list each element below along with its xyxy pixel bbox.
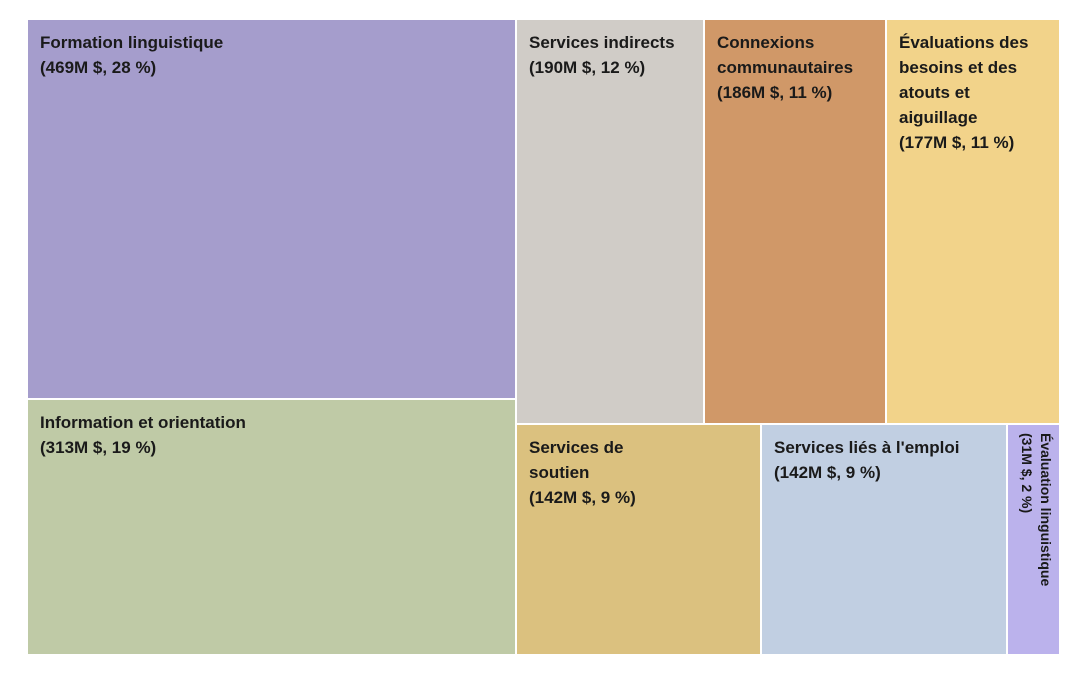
treemap-tile-label: Évaluation linguistique (31M $, 2 %) [1017, 433, 1055, 586]
treemap-tile-label: Services indirects (190M $, 12 %) [529, 30, 695, 80]
treemap-tile-label: Formation linguistique (469M $, 28 %) [40, 30, 507, 80]
treemap-tile: Formation linguistique (469M $, 28 %) [27, 19, 516, 399]
treemap-tile: Évaluation linguistique (31M $, 2 %) [1007, 424, 1060, 655]
treemap-tile: Services indirects (190M $, 12 %) [516, 19, 704, 424]
tile-label-line: (31M $, 2 %) [1019, 433, 1035, 514]
treemap-tile: Information et orientation (313M $, 19 %) [27, 399, 516, 655]
tile-label-line: Information et orientation [40, 413, 246, 432]
tile-label-line: (186M $, 11 %) [717, 83, 833, 102]
treemap-tile-label: Information et orientation (313M $, 19 %) [40, 410, 507, 460]
tile-label-line: (177M $, 11 %) [899, 133, 1015, 152]
treemap-tile: Services liés à l'emploi (142M $, 9 %) [761, 424, 1007, 655]
tile-label-line: Services de [529, 438, 624, 457]
tile-label-line: aiguillage [899, 108, 978, 127]
tile-label-line: communautaires [717, 58, 854, 77]
tile-label-line: Services liés à l'emploi [774, 438, 960, 457]
tile-label-line: (313M $, 19 %) [40, 438, 157, 457]
tile-label-line: Connexions [717, 33, 815, 52]
tile-label-line: Formation linguistique [40, 33, 224, 52]
tile-label-line: (142M $, 9 %) [774, 463, 881, 482]
tile-label-line: atouts et [899, 83, 970, 102]
tile-label-line: (190M $, 12 %) [529, 58, 646, 77]
tile-label-line: Évaluations des [899, 33, 1029, 52]
tile-label-line: (142M $, 9 %) [529, 488, 636, 507]
tile-label-line: besoins et des [899, 58, 1018, 77]
treemap-tile-label: Services liés à l'emploi (142M $, 9 %) [774, 435, 998, 485]
tile-label-line: Évaluation linguistique [1038, 433, 1054, 587]
treemap-tile: Services de soutien (142M $, 9 %) [516, 424, 761, 655]
tile-label-line: soutien [529, 463, 590, 482]
tile-label-line: Services indirects [529, 33, 675, 52]
treemap-tile: Évaluations des besoins et des atouts et ai… [886, 19, 1060, 424]
treemap-tile-label: Évaluations des besoins et des atouts et ai… [899, 30, 1051, 155]
treemap-tile-label: Services de soutien (142M $, 9 %) [529, 435, 752, 510]
treemap-tile: Connexions communautaires (186M $, 11 %) [704, 19, 886, 424]
treemap-tile-label: Connexions communautaires (186M $, 11 %) [717, 30, 877, 105]
tile-label-line: (469M $, 28 %) [40, 58, 157, 77]
